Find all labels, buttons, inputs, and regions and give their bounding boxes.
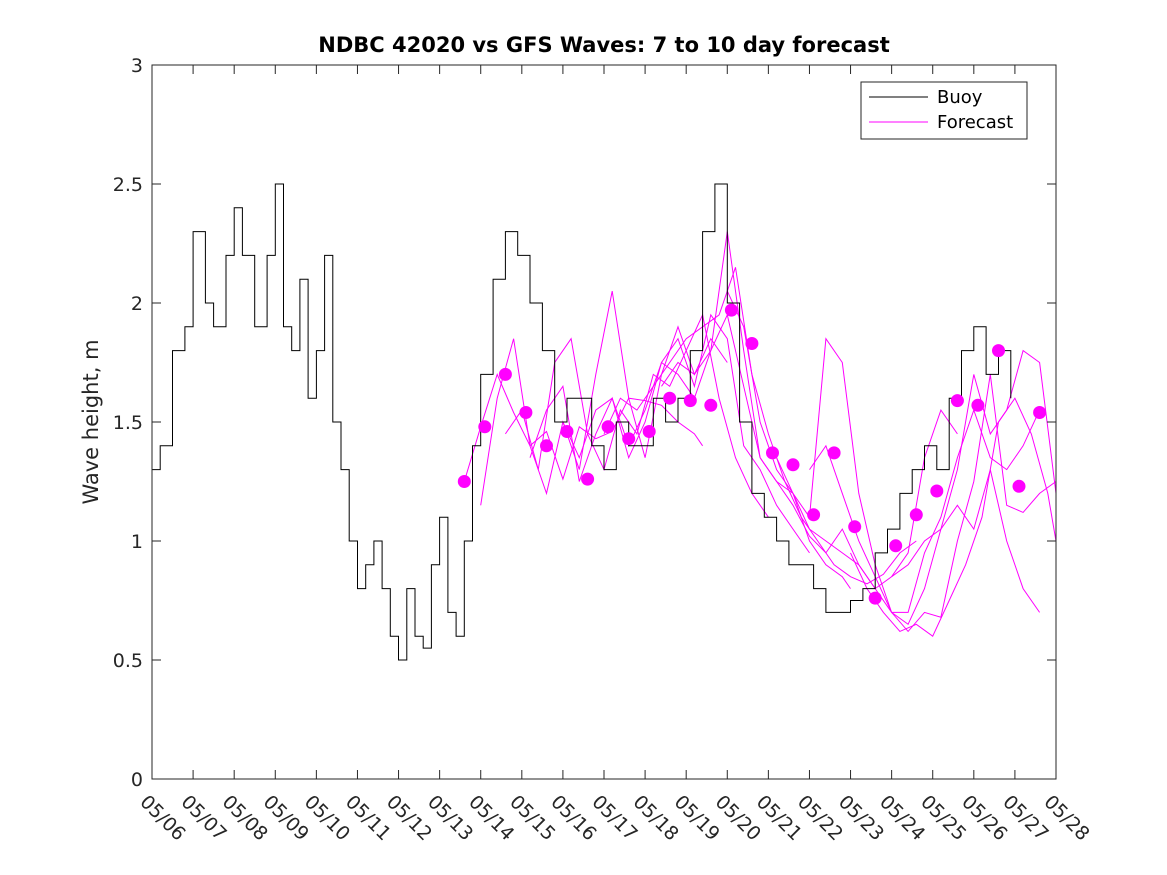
forecast-marker — [745, 337, 759, 350]
x-tick-label: 05/11 — [341, 791, 395, 845]
forecast-series-line-9 — [776, 349, 1057, 626]
legend-box — [860, 81, 1028, 140]
forecast-marker — [560, 425, 574, 438]
y-axis: 0 0.5 1 1.5 2 2.5 3 — [113, 55, 1056, 791]
forecast-marker — [498, 367, 512, 381]
x-tick-label: 05/26 — [957, 791, 1011, 845]
forecast-marker — [766, 446, 779, 460]
x-tick-label: 05/19 — [670, 791, 724, 845]
forecast-marker — [992, 344, 1005, 358]
forecast-series-line-4 — [529, 313, 810, 554]
forecast-series-line-3 — [504, 313, 769, 518]
x-tick-label: 05/25 — [916, 791, 970, 845]
forecast-marker — [930, 484, 944, 498]
y-tick-label: 1.5 — [113, 412, 143, 434]
x-tick-label: 05/13 — [423, 791, 477, 845]
forecast-series-line-12 — [891, 469, 1041, 613]
y-tick-label: 2.5 — [113, 174, 143, 196]
forecast-marker — [642, 425, 656, 438]
forecast-series-line-8 — [726, 290, 1041, 613]
y-tick-label: 3 — [131, 55, 143, 77]
forecast-marker — [683, 394, 697, 408]
chart-title: NDBC 42020 vs GFS Waves: 7 to 10 day for… — [318, 33, 889, 57]
x-tick-label: 05/20 — [711, 791, 765, 845]
x-tick-label: 05/10 — [300, 791, 354, 845]
forecast-marker — [622, 432, 636, 446]
forecast-lines — [463, 231, 1057, 637]
y-tick-label: 0 — [131, 769, 143, 791]
x-tick-label: 05/21 — [752, 791, 806, 845]
x-tick-label: 05/27 — [998, 791, 1052, 845]
forecast-marker — [909, 508, 923, 522]
x-tick-label: 05/06 — [135, 791, 189, 845]
legend-forecast-label: Forecast — [937, 112, 1013, 133]
y-tick-label: 0.5 — [113, 650, 143, 672]
forecast-marker — [540, 439, 553, 453]
buoy-line — [152, 183, 1012, 661]
forecast-marker — [478, 420, 492, 434]
forecast-series-line-10 — [809, 374, 1057, 633]
legend: Buoy Forecast — [860, 81, 1028, 140]
x-tick-label: 05/15 — [505, 791, 559, 845]
x-tick-label: 05/16 — [546, 791, 600, 845]
buoy-series-path — [152, 183, 1012, 661]
forecast-marker — [663, 391, 677, 405]
x-tick-label: 05/22 — [793, 791, 847, 845]
forecast-marker — [457, 475, 471, 488]
x-tick-label: 05/12 — [382, 791, 436, 845]
x-tick-label: 05/08 — [218, 791, 272, 845]
x-tick-label: 05/09 — [259, 791, 313, 845]
x-tick-label: 05/14 — [464, 791, 518, 845]
y-tick-label: 2 — [131, 293, 143, 315]
forecast-marker — [889, 539, 903, 553]
forecast-marker — [807, 508, 821, 522]
x-tick-label: 05/24 — [875, 791, 929, 845]
forecast-marker — [848, 520, 862, 534]
legend-buoy-label: Buoy — [937, 87, 983, 108]
forecast-marker — [868, 591, 882, 605]
forecast-marker — [704, 398, 718, 412]
forecast-markers — [457, 303, 1047, 605]
x-tick-label: 05/07 — [177, 791, 231, 845]
y-tick-label: 1 — [131, 531, 143, 553]
forecast-marker — [950, 394, 964, 408]
forecast-marker — [827, 446, 841, 460]
x-tick-label: 05/18 — [629, 791, 683, 845]
y-axis-label: Wave height, m — [79, 339, 103, 504]
forecast-series-line-11 — [850, 397, 1057, 637]
forecast-marker — [1012, 479, 1026, 493]
x-tick-label: 05/23 — [834, 791, 888, 845]
x-tick-label: 05/28 — [1039, 791, 1093, 845]
forecast-marker — [1033, 406, 1047, 419]
forecast-marker — [971, 398, 985, 412]
forecast-marker — [519, 406, 533, 419]
forecast-marker — [581, 472, 595, 486]
forecast-marker — [724, 303, 738, 317]
forecast-marker — [786, 458, 800, 472]
forecast-series-line-7 — [661, 313, 958, 590]
forecast-marker — [601, 420, 615, 434]
x-tick-label: 05/17 — [587, 791, 641, 845]
